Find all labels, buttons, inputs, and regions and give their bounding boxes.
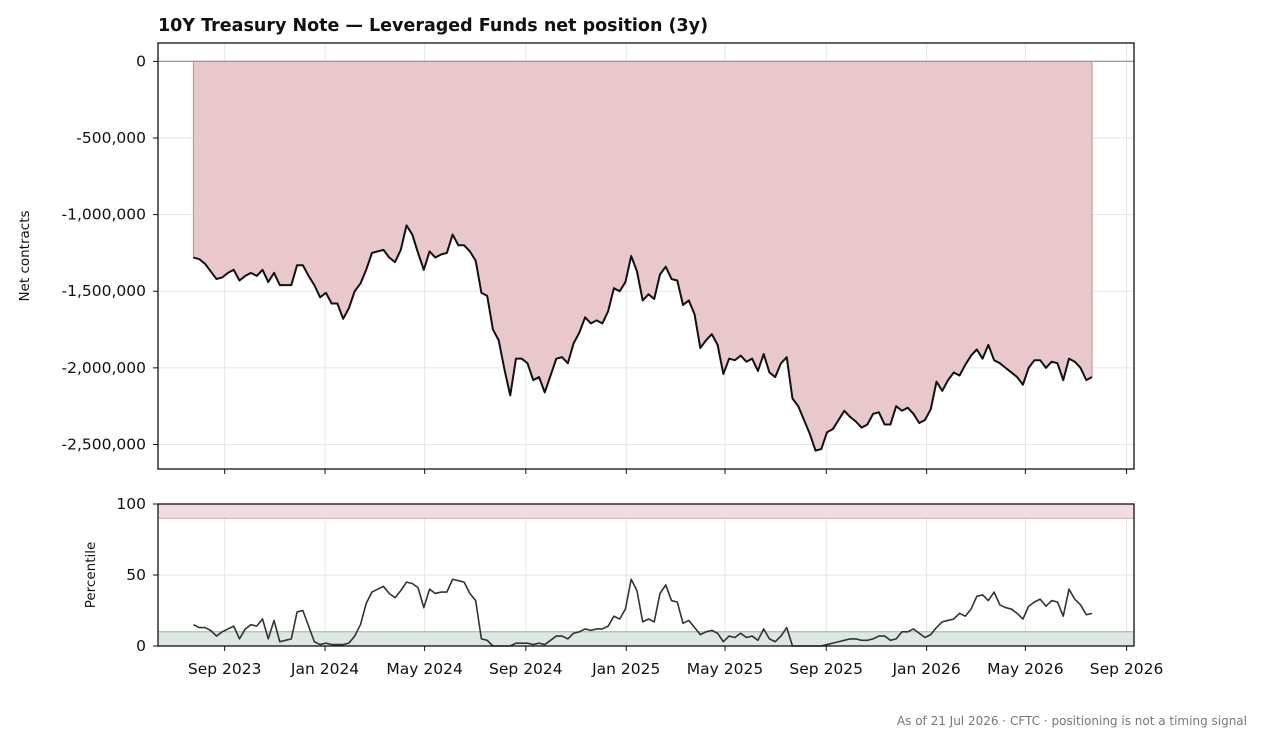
top-y-axis-label: Net contracts <box>17 210 33 301</box>
x-tick-label: May 2025 <box>687 660 763 678</box>
extreme-high-band <box>158 504 1134 519</box>
x-tick-label: Jan 2025 <box>591 660 660 678</box>
x-tick-label: Jan 2024 <box>290 660 359 678</box>
top-y-tick-label: -1,000,000 <box>62 206 146 224</box>
x-tick-label: Sep 2024 <box>489 660 563 678</box>
top-y-tick-label: -2,500,000 <box>62 435 146 453</box>
x-tick-label: May 2026 <box>987 660 1063 678</box>
extreme-low-band <box>158 631 1134 646</box>
x-tick-label: Sep 2025 <box>789 660 863 678</box>
x-tick-label: Jan 2026 <box>891 660 960 678</box>
percentile-line <box>193 578 1093 647</box>
bottom-y-tick-label: 50 <box>126 566 146 584</box>
x-tick-label: May 2024 <box>386 660 462 678</box>
net-position-area <box>192 60 1093 452</box>
bottom-y-axis-label: Percentile <box>83 542 99 609</box>
bottom-y-tick-label: 0 <box>136 637 146 655</box>
footer-note: As of 21 Jul 2026 · CFTC · positioning i… <box>897 714 1247 728</box>
x-tick-label: Sep 2023 <box>188 660 262 678</box>
top-y-tick-label: -500,000 <box>76 129 146 147</box>
net-position-line <box>193 224 1093 452</box>
bottom-y-tick-label: 100 <box>116 495 146 513</box>
top-y-tick-label: 0 <box>136 52 146 70</box>
top-y-tick-label: -1,500,000 <box>62 282 146 300</box>
top-y-tick-label: -2,000,000 <box>62 359 146 377</box>
x-tick-label: Sep 2026 <box>1090 660 1164 678</box>
top-plot-frame <box>157 42 1135 470</box>
chart-title: 10Y Treasury Note — Leveraged Funds net … <box>158 16 708 36</box>
